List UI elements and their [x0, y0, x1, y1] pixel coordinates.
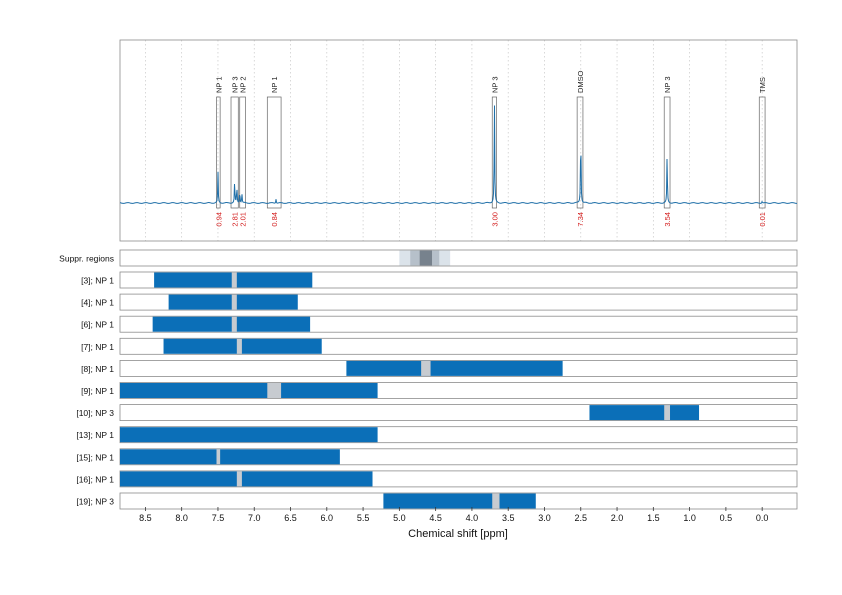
- annotation-box-2: [239, 96, 246, 209]
- annotation-label-6: NP 3: [663, 76, 672, 93]
- interval-gap-8-0: [216, 449, 221, 465]
- x-tick-label-1: 8.0: [175, 513, 188, 523]
- row-label-0: [3]; NP 1: [81, 276, 114, 286]
- row-label-4: [8]; NP 1: [81, 364, 114, 374]
- x-tick-label-10: 3.5: [502, 513, 515, 523]
- annotation-label-2: NP 2: [239, 76, 248, 93]
- x-tick-label-14: 1.5: [647, 513, 660, 523]
- row-label-9: [16]; NP 1: [76, 474, 114, 484]
- x-tick-label-6: 5.5: [357, 513, 370, 523]
- interval-bar-2: [152, 316, 311, 332]
- x-axis: 8.5 8.0 7.5 7.0 6.5 6.0 5.5 5.0 4.5 4.0 3.5 3.0 2.5 2…: [139, 507, 768, 523]
- suppr-row-frame: [119, 249, 798, 267]
- annotation-box-7: [758, 96, 766, 209]
- annotation-label-3: NP 1: [270, 76, 279, 93]
- interval-gap-5-0: [267, 383, 282, 398]
- x-tick-label-17: 0.0: [756, 513, 769, 523]
- integral-value-2: 2.01: [239, 212, 248, 227]
- x-tick-label-9: 4.0: [466, 513, 479, 523]
- row-10: [19]; NP 3: [76, 492, 798, 510]
- row-9: [16]; NP 1: [76, 470, 798, 488]
- integral-value-7: 0.01: [758, 212, 767, 227]
- interval-bar-7: [120, 427, 378, 443]
- row-4: [8]; NP 1: [81, 359, 798, 377]
- suppr-band-inner: [419, 250, 433, 266]
- interval-gap-10-0: [492, 493, 500, 509]
- annotation-label-1: NP 3: [231, 76, 240, 93]
- interval-bar-3: [163, 338, 322, 354]
- annotation-box-0: [216, 96, 221, 209]
- row-0: [3]; NP 1: [81, 271, 798, 289]
- x-tick-label-12: 2.5: [575, 513, 588, 523]
- x-tick-label-7: 5.0: [393, 513, 406, 523]
- interval-gap-1-0: [231, 294, 237, 310]
- x-tick-label-15: 1.0: [683, 513, 696, 523]
- integral-value-0: 0.94: [214, 212, 223, 227]
- annotation-box-6: [663, 96, 671, 209]
- integral-value-5: 7.34: [576, 212, 585, 227]
- grid-layer: [145, 40, 763, 241]
- interval-bar-4: [346, 360, 563, 376]
- spectrum-trace: [119, 105, 797, 204]
- integral-value-6: 3.54: [663, 212, 672, 227]
- row-label-1: [4]; NP 1: [81, 298, 114, 308]
- spectrum-panel: [119, 39, 798, 242]
- row-label-2: [6]; NP 1: [81, 320, 114, 330]
- x-tick-label-3: 7.0: [248, 513, 261, 523]
- row-8: [15]; NP 1: [76, 448, 798, 466]
- row-7: [13]; NP 1: [76, 426, 798, 444]
- row-6: [10]; NP 3: [76, 404, 798, 422]
- interval-gap-6-0: [664, 405, 671, 421]
- x-tick-label-0: 8.5: [139, 513, 152, 523]
- row-label-5: [9]; NP 1: [81, 386, 114, 396]
- interval-gap-4-0: [421, 360, 431, 376]
- annotation-box-3: [266, 96, 282, 209]
- interval-bar-8: [120, 449, 340, 465]
- x-tick-label-16: 0.5: [720, 513, 733, 523]
- annotation-label-4: NP 3: [490, 76, 499, 93]
- row-3: [7]; NP 1: [81, 337, 798, 355]
- annotation-label-5: DMSO: [576, 70, 585, 93]
- row-label-8: [15]; NP 1: [76, 452, 114, 462]
- interval-gap-2-0: [231, 316, 237, 332]
- x-tick-label-2: 7.5: [212, 513, 225, 523]
- interval-bar-5: [120, 383, 378, 398]
- interval-gap-3-0: [236, 338, 242, 354]
- row-5: [9]; NP 1: [81, 382, 798, 399]
- row-2: [6]; NP 1: [81, 315, 798, 333]
- x-tick-label-13: 2.0: [611, 513, 624, 523]
- x-tick-label-4: 6.5: [284, 513, 297, 523]
- interval-rows: [3]; NP 1 [4]; NP 1 [6]; NP 1 [7]; NP 1 [8];…: [76, 271, 798, 510]
- x-tick-label-5: 6.0: [321, 513, 334, 523]
- interval-bar-9: [120, 471, 373, 487]
- annotation-box-1: [230, 96, 239, 209]
- integral-value-1: 2.81: [231, 212, 240, 227]
- row-label-7: [13]; NP 1: [76, 430, 114, 440]
- annotation-label-7: TMS: [758, 77, 767, 93]
- row-label-6: [10]; NP 3: [76, 408, 114, 418]
- annotation-layer: NP 1 0.94 NP 3 2.81 NP 2 2.01 NP 1 0.84 NP 3 3.00…: [214, 70, 767, 226]
- interval-gap-0-0: [231, 272, 237, 288]
- annotation-box-4: [491, 96, 497, 209]
- suppr-row-label: Suppr. regions: [59, 254, 114, 264]
- interval-bar-6: [589, 405, 700, 421]
- row-1: [4]; NP 1: [81, 293, 798, 311]
- interval-bar-10: [383, 493, 536, 509]
- x-axis-label: Chemical shift [ppm]: [408, 528, 508, 540]
- integral-value-4: 3.00: [490, 212, 499, 227]
- row-label-3: [7]; NP 1: [81, 342, 114, 352]
- suppression-row: Suppr. regions: [59, 249, 798, 267]
- annotation-box-5: [576, 96, 584, 209]
- interval-gap-9-0: [236, 471, 242, 487]
- x-tick-label-11: 3.0: [538, 513, 551, 523]
- row-label-10: [19]; NP 3: [76, 497, 114, 507]
- integral-value-3: 0.84: [270, 212, 279, 227]
- annotation-label-0: NP 1: [214, 76, 223, 93]
- x-tick-label-8: 4.5: [429, 513, 442, 523]
